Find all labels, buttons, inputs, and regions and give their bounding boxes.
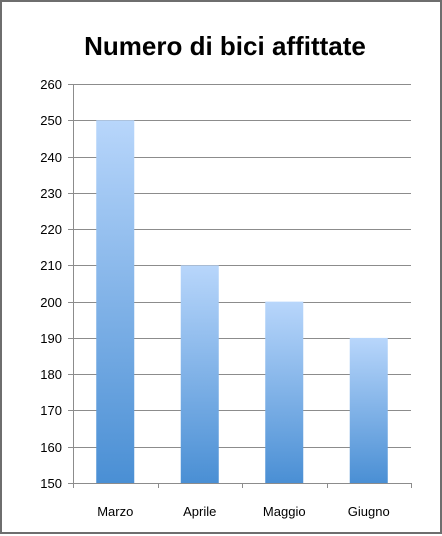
bar-maggio — [265, 301, 304, 483]
y-tick-label: 220 — [40, 222, 62, 237]
y-tick-label: 260 — [40, 77, 62, 92]
chart-title: Numero di bici affittate — [84, 31, 366, 61]
y-tick-label: 150 — [40, 476, 62, 491]
bars — [96, 120, 388, 483]
x-category-label: Aprile — [183, 504, 216, 519]
y-tick-label: 240 — [40, 150, 62, 165]
y-tick-label: 250 — [40, 113, 62, 128]
bar-marzo — [96, 120, 135, 483]
y-tick-label: 210 — [40, 258, 62, 273]
x-axis-category-labels: Marzo Aprile Maggio Giugno — [97, 504, 390, 519]
y-tick-label: 160 — [40, 440, 62, 455]
y-tick-label: 180 — [40, 367, 62, 382]
y-tick-label: 200 — [40, 295, 62, 310]
x-category-label: Maggio — [263, 504, 306, 519]
axes — [68, 84, 412, 488]
y-tick-label: 170 — [40, 403, 62, 418]
y-axis-tick-labels: 150 160 170 180 190 200 210 220 230 240 250 260 — [40, 77, 62, 491]
y-tick-label: 190 — [40, 331, 62, 346]
bar-aprile — [180, 265, 219, 483]
x-category-label: Marzo — [97, 504, 133, 519]
bar-giugno — [349, 337, 388, 483]
x-category-label: Giugno — [348, 504, 390, 519]
y-tick-label: 230 — [40, 186, 62, 201]
